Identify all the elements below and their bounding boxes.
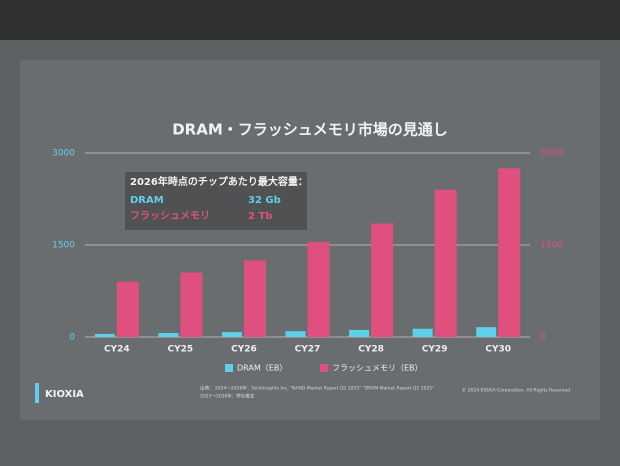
bar	[434, 189, 457, 337]
bar	[158, 333, 179, 337]
annotation-box	[125, 172, 307, 230]
bar	[285, 331, 306, 337]
logo-mark	[35, 383, 39, 403]
y2-tick-label: 3000	[540, 149, 563, 159]
x-tick-label: CY29	[422, 345, 448, 355]
bar	[221, 332, 242, 337]
y-tick-label: 0	[69, 333, 75, 343]
x-tick-label: CY27	[295, 345, 321, 355]
x-tick-label: CY30	[485, 345, 511, 355]
x-tick-label: CY26	[231, 345, 257, 355]
y2-tick-label: 0	[540, 333, 546, 343]
bar	[94, 333, 115, 337]
source-note: 出典： 2024～2026年：TechInsights Inc. "NAND M…	[200, 385, 434, 392]
x-tick-label: CY25	[168, 345, 194, 355]
x-tick-label: CY28	[358, 345, 384, 355]
copyright: © 2024 KIOXIA Corporation. All Rights Re…	[462, 387, 570, 394]
bar	[243, 260, 266, 337]
bar	[116, 281, 139, 337]
bar	[180, 272, 203, 337]
bar	[349, 329, 370, 337]
legend-swatch	[320, 364, 328, 372]
legend-swatch	[225, 364, 233, 372]
annotation-value: 32 Gb	[248, 195, 281, 206]
bar	[307, 241, 330, 337]
annotation-label: DRAM	[130, 195, 164, 206]
bar	[498, 168, 521, 337]
y-tick-label: 1500	[52, 241, 75, 251]
legend-label: DRAM（EB）	[237, 364, 287, 373]
brand: KIOXIA	[45, 389, 84, 400]
chart-title: DRAM・フラッシュメモリ市場の見通し	[172, 121, 448, 139]
source-note: 2027～2030年：弊社推定	[200, 393, 255, 400]
bar	[476, 327, 497, 337]
annotation-label: フラッシュメモリ	[130, 210, 210, 222]
x-tick-label: CY24	[104, 345, 130, 355]
bar	[371, 223, 394, 337]
y-tick-label: 3000	[52, 149, 75, 159]
annotation-value: 2 Tb	[248, 211, 272, 222]
annotation-heading: 2026年時点のチップあたり最大容量：	[130, 175, 308, 188]
legend-label: フラッシュメモリ（EB）	[332, 364, 423, 373]
bar	[412, 328, 433, 337]
y2-tick-label: 1500	[540, 241, 563, 251]
